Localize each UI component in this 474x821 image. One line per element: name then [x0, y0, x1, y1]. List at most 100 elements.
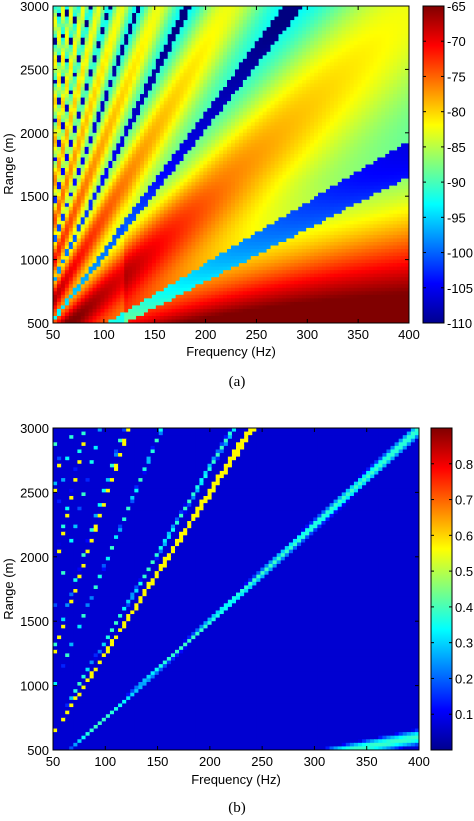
heatmap-cell	[53, 83, 58, 88]
heatmap-cell	[108, 30, 113, 35]
heatmap-cell	[329, 48, 335, 53]
heatmap-cell	[88, 41, 94, 46]
heatmap-cell	[108, 125, 113, 130]
heatmap-cell	[298, 115, 303, 120]
heatmap-cell	[278, 146, 284, 152]
heatmap-cell	[163, 199, 169, 204]
heatmap-cell	[377, 44, 382, 49]
heatmap-cell	[195, 108, 200, 113]
heatmap-cell	[231, 199, 236, 204]
heatmap-cell	[76, 79, 82, 85]
heatmap-cell	[199, 30, 204, 35]
heatmap-cell	[187, 65, 193, 70]
heatmap-cell	[314, 175, 319, 180]
heatmap-cell	[108, 51, 113, 56]
heatmap-cell	[262, 51, 268, 56]
heatmap-cell	[393, 111, 398, 116]
heatmap-cell	[278, 122, 284, 127]
heatmap-cell	[337, 65, 343, 70]
heatmap-cell	[207, 111, 212, 116]
heatmap-cell	[325, 189, 331, 194]
heatmap-cell	[143, 143, 149, 148]
heatmap-cell	[68, 76, 74, 81]
heatmap-cell	[191, 69, 196, 74]
heatmap-cell	[373, 97, 378, 102]
heatmap-cell	[68, 196, 74, 201]
heatmap-cell	[92, 20, 98, 25]
heatmap-cell	[373, 132, 378, 137]
heatmap-cell	[132, 171, 137, 176]
heatmap-cell	[84, 79, 90, 85]
heatmap-cell	[195, 72, 200, 78]
heatmap-cell	[132, 13, 137, 18]
heatmap-cell	[92, 94, 98, 99]
heatmap-cell	[373, 150, 378, 155]
heatmap-cell	[381, 51, 386, 56]
heatmap-cell	[321, 132, 327, 137]
heatmap-cell	[199, 69, 204, 74]
heatmap-cell	[72, 87, 78, 92]
heatmap-cell	[108, 41, 113, 46]
heatmap-cell	[373, 143, 378, 148]
heatmap-cell	[278, 48, 284, 53]
heatmap-cell	[108, 65, 113, 70]
heatmap-cell	[223, 104, 228, 109]
heatmap-cell	[108, 58, 113, 63]
heatmap-cell	[112, 192, 117, 197]
heatmap-cell	[278, 20, 284, 25]
heatmap-cell	[112, 132, 117, 137]
heatmap-cell	[381, 104, 386, 109]
heatmap-cell	[207, 182, 212, 187]
heatmap-cell	[361, 160, 367, 166]
heatmap-cell	[377, 27, 382, 32]
heatmap-cell	[68, 69, 74, 74]
heatmap-cell	[333, 62, 339, 67]
heatmap-cell	[306, 90, 311, 95]
heatmap-cell	[405, 115, 409, 120]
heatmap-cell	[171, 101, 177, 106]
heatmap-cell	[254, 182, 260, 187]
heatmap-cell	[310, 185, 315, 190]
heatmap-cell	[120, 55, 125, 60]
heatmap-cell	[227, 132, 232, 137]
heatmap-cell	[175, 171, 181, 176]
heatmap-cell	[60, 153, 66, 159]
heatmap-cell	[163, 192, 169, 197]
heatmap-cell	[203, 97, 208, 102]
heatmap-cell	[80, 150, 86, 155]
heatmap-cell	[167, 76, 173, 81]
heatmap-cell	[381, 160, 386, 166]
heatmap-cell	[377, 37, 382, 42]
heatmap-cell	[80, 6, 86, 11]
heatmap-cell	[258, 150, 264, 155]
heatmap-cell	[321, 13, 327, 18]
heatmap-cell	[393, 16, 398, 21]
heatmap-cell	[195, 30, 200, 35]
heatmap-cell	[60, 132, 66, 137]
heatmap-cell	[120, 76, 125, 81]
heatmap-cell	[246, 30, 252, 35]
heatmap-cell	[108, 153, 113, 159]
heatmap-cell	[112, 182, 117, 187]
heatmap-cell	[76, 72, 82, 78]
heatmap-cell	[155, 175, 161, 180]
heatmap-cell	[100, 41, 106, 46]
heatmap-cell	[361, 101, 367, 106]
heatmap-cell	[163, 44, 169, 49]
heatmap-cell	[369, 55, 374, 60]
heatmap-cell	[238, 6, 244, 11]
heatmap-cell	[349, 132, 355, 137]
heatmap-cell	[219, 41, 224, 46]
heatmap-cell	[389, 23, 394, 28]
heatmap-cell	[104, 146, 109, 152]
heatmap-cell	[159, 94, 165, 99]
heatmap-cell	[179, 189, 185, 194]
heatmap-cell	[365, 129, 371, 134]
heatmap-cell	[357, 185, 363, 190]
heatmap-cell	[215, 16, 220, 21]
heatmap-cell	[234, 175, 240, 180]
heatmap-cell	[393, 30, 398, 35]
heatmap-cell	[112, 178, 117, 183]
heatmap-cell	[254, 153, 260, 159]
heatmap-cell	[274, 111, 280, 116]
